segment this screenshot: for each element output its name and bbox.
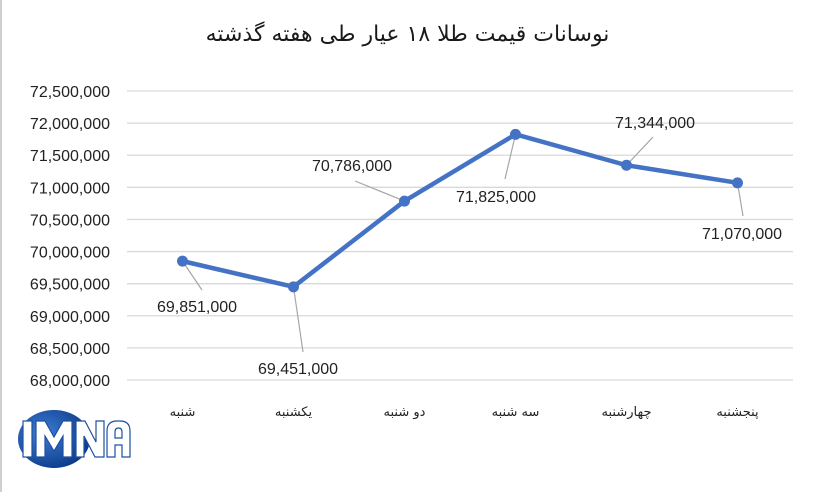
y-tick-label: 69,000,000 xyxy=(30,309,110,326)
data-point-marker xyxy=(177,255,188,267)
data-label: 71,070,000 xyxy=(702,226,782,243)
gridlines xyxy=(127,90,793,381)
y-tick-label: 72,000,000 xyxy=(30,116,110,133)
leader-line xyxy=(292,286,304,353)
imna-logo-icon xyxy=(18,410,131,468)
imna-logo xyxy=(14,404,134,474)
chart-title: نوسانات قیمت طلا ۱۸ عیار طی هفته گذشته xyxy=(205,22,610,47)
leader-line xyxy=(354,180,405,202)
x-tick-label: پنجشنبه xyxy=(716,405,759,420)
leader-line xyxy=(182,260,203,291)
x-tick-label: شنبه xyxy=(170,405,196,420)
data-point-marker xyxy=(510,128,521,140)
data-label: 70,786,000 xyxy=(312,158,392,175)
data-labels: 69,851,000 69,451,000 70,786,000 71,825,000… xyxy=(157,115,782,378)
x-tick-label: دو شنبه xyxy=(384,405,426,420)
data-label: 71,825,000 xyxy=(456,189,536,206)
series-line xyxy=(177,128,743,293)
y-axis-labels: 72,500,000 72,000,000 71,500,000 71,000,000… xyxy=(30,84,110,390)
y-tick-label: 68,500,000 xyxy=(30,341,110,358)
data-point-marker xyxy=(288,281,299,293)
data-label: 69,451,000 xyxy=(258,361,338,378)
x-tick-label: یکشنبه xyxy=(275,405,313,420)
price-line xyxy=(181,132,738,290)
y-tick-label: 68,000,000 xyxy=(30,373,110,390)
y-tick-label: 71,000,000 xyxy=(30,180,110,197)
x-tick-label: چهارشنبه xyxy=(602,405,652,420)
leader-line xyxy=(626,136,654,166)
data-point-marker xyxy=(732,177,743,189)
y-tick-label: 72,500,000 xyxy=(30,84,110,101)
data-label: 69,851,000 xyxy=(157,299,237,316)
y-tick-label: 70,000,000 xyxy=(30,245,110,262)
data-label: 71,344,000 xyxy=(615,115,695,132)
y-tick-label: 71,500,000 xyxy=(30,148,110,165)
data-label-leader-lines xyxy=(182,134,744,353)
data-point-marker xyxy=(399,195,410,207)
y-tick-label: 70,500,000 xyxy=(30,212,110,229)
image-left-border xyxy=(0,0,2,492)
data-point-marker xyxy=(621,159,632,171)
x-axis-labels: شنبه یکشنبه دو شنبه سه شنبه چهارشنبه پنجشنبه xyxy=(170,405,759,420)
leader-line xyxy=(736,182,744,217)
leader-line xyxy=(504,134,517,180)
x-tick-label: سه شنبه xyxy=(492,405,540,420)
y-tick-label: 69,500,000 xyxy=(30,277,110,294)
